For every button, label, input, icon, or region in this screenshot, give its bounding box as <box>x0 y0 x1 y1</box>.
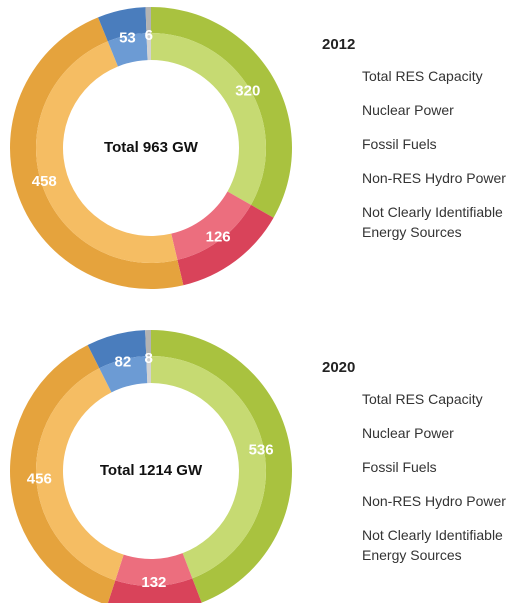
donut-inner-segment <box>146 356 151 384</box>
donut-outer-segment <box>10 345 116 603</box>
legend-swatch <box>322 527 352 543</box>
legend-title: 2012 <box>322 36 356 53</box>
legend-swatch <box>322 68 352 84</box>
center-label: Total 963 GW <box>104 139 199 156</box>
legend-item: Nuclear Power <box>322 425 512 443</box>
legend-item: Total RES Capacity <box>322 391 512 409</box>
legend-label: Non-RES Hydro Power <box>362 170 506 186</box>
donut-outer-segment <box>98 7 147 42</box>
donut-inner-segment <box>36 41 178 263</box>
legend-item: Not Clearly Identifiable Energy Sources <box>322 204 512 242</box>
legend-swatch <box>322 391 352 407</box>
donut-inner-segment <box>171 191 251 260</box>
donut-outer-segment <box>87 330 147 369</box>
donut-inner-segment <box>99 356 148 393</box>
legend-label: Not Clearly Identifiable Energy Sources <box>362 204 503 240</box>
legend-item: Fossil Fuels <box>322 459 512 477</box>
legend-label: Not Clearly Identifiable Energy Sources <box>362 527 503 563</box>
donut-inner-segment <box>146 33 151 61</box>
legend-label: Nuclear Power <box>362 102 454 118</box>
donut-outer-segment <box>107 578 202 603</box>
donut-inner-segment <box>151 356 266 579</box>
legend-item: Fossil Fuels <box>322 136 512 154</box>
donut-inner-segment <box>36 368 124 581</box>
value-label: 132 <box>141 574 166 591</box>
legend-item: Nuclear Power <box>322 102 512 120</box>
legend-item: Non-RES Hydro Power <box>322 170 512 188</box>
donut-outer-segment <box>151 7 292 218</box>
donut-outer-segment <box>145 7 151 34</box>
value-label: 53 <box>119 29 136 46</box>
legend-swatch <box>322 136 352 152</box>
legend-title: 2020 <box>322 359 356 376</box>
legend-swatch <box>322 459 352 475</box>
value-label: 536 <box>249 442 274 459</box>
donut-outer-segment <box>177 204 274 286</box>
legend-swatch <box>322 170 352 186</box>
donut-inner-segment <box>115 553 193 586</box>
legend-swatch <box>322 102 352 118</box>
legend-label: Fossil Fuels <box>362 136 437 152</box>
donut-inner-segment <box>151 33 266 205</box>
legend-item: Total RES Capacity <box>322 68 512 86</box>
donut-outer-segment <box>151 330 292 603</box>
legend-label: Total RES Capacity <box>362 68 483 84</box>
value-label: 458 <box>32 173 57 190</box>
legend-swatch <box>322 204 352 220</box>
value-label: 82 <box>115 354 132 371</box>
legend-item: Not Clearly Identifiable Energy Sources <box>322 527 512 565</box>
legend-swatch <box>322 425 352 441</box>
donut-outer-segment <box>145 330 151 357</box>
value-label: 320 <box>235 83 260 100</box>
legend-label: Nuclear Power <box>362 425 454 441</box>
value-label: 6 <box>145 27 153 44</box>
value-label: 456 <box>27 470 52 487</box>
legend-label: Total RES Capacity <box>362 391 483 407</box>
value-label: 8 <box>145 350 153 367</box>
value-label: 126 <box>206 229 231 246</box>
legend-label: Non-RES Hydro Power <box>362 493 506 509</box>
donut-inner-segment <box>107 33 148 67</box>
donut-outer-segment <box>10 17 184 289</box>
legend-swatch <box>322 493 352 509</box>
legend-label: Fossil Fuels <box>362 459 437 475</box>
legend-item: Non-RES Hydro Power <box>322 493 512 511</box>
center-label: Total 1214 GW <box>100 462 203 479</box>
